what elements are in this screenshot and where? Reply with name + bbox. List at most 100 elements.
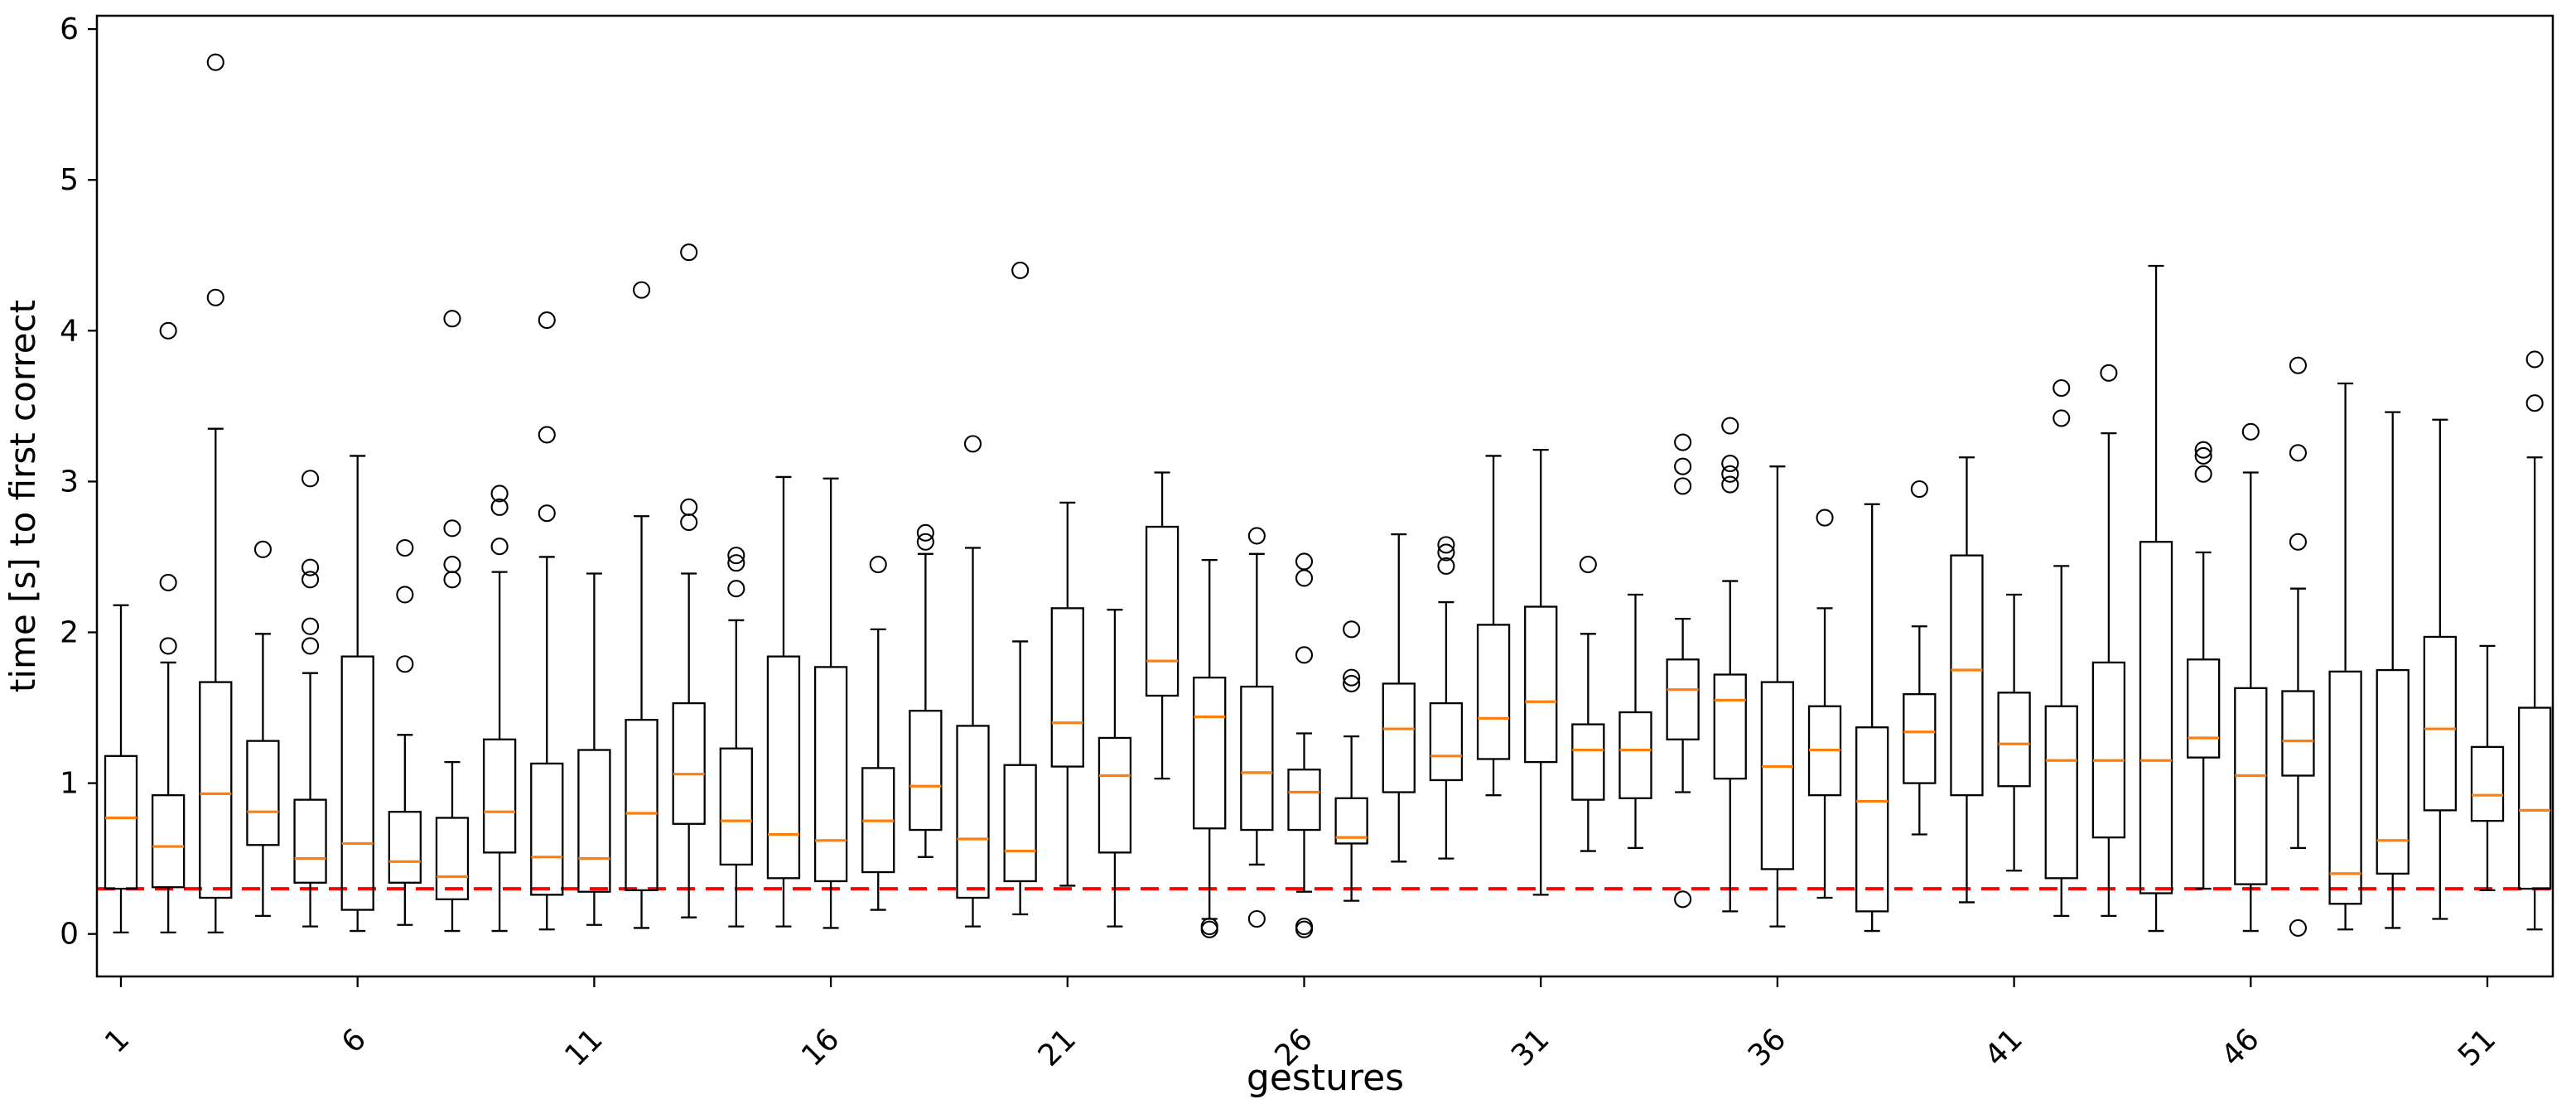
flier-icon (396, 538, 414, 557)
box (1145, 525, 1179, 697)
flier-icon (443, 519, 461, 538)
flier-icon (1910, 480, 1928, 499)
box (1950, 554, 1984, 797)
box (1997, 692, 2031, 788)
flier-icon (1295, 552, 1314, 571)
flier-icon (490, 538, 509, 556)
flier-icon (1721, 417, 1739, 435)
box (2517, 706, 2552, 890)
box (1713, 673, 1747, 780)
flier-icon (2289, 533, 2307, 551)
box (2139, 541, 2173, 894)
flier-icon (2053, 409, 2071, 427)
axes-spines (95, 14, 2554, 978)
box (2281, 690, 2315, 777)
box (625, 718, 658, 892)
flier-icon (538, 311, 556, 330)
box (1666, 658, 1700, 740)
box (2470, 745, 2505, 822)
flier-icon (538, 426, 556, 444)
y-tick-label: 4 (60, 314, 79, 348)
x-tick-label: 11 (558, 1022, 609, 1073)
flier-icon (1343, 668, 1361, 687)
box (1097, 736, 1132, 854)
box (340, 655, 374, 911)
box (2187, 658, 2221, 759)
box (1476, 624, 1511, 760)
box (719, 747, 753, 866)
box (2376, 668, 2410, 875)
flier-icon (490, 498, 509, 516)
box (1050, 607, 1084, 768)
flier-icon (1816, 509, 1834, 527)
y-tick-label: 6 (60, 12, 79, 46)
box (577, 749, 611, 893)
x-tick-label: 41 (1979, 1022, 2029, 1073)
flier-icon (490, 485, 509, 503)
box (388, 811, 422, 884)
flier-icon (1247, 527, 1266, 545)
flier-icon (538, 504, 556, 523)
flier-icon (2194, 465, 2212, 483)
box (151, 794, 186, 889)
flier-icon (680, 243, 698, 262)
flier-icon (1295, 918, 1314, 936)
box (813, 666, 848, 883)
flier-icon (632, 281, 651, 299)
box (1618, 711, 1652, 799)
box (435, 817, 470, 900)
flier-icon (1295, 646, 1314, 664)
box (2328, 670, 2362, 905)
flier-icon (1579, 556, 1597, 574)
box (956, 725, 990, 899)
x-axis-label: gestures (1247, 1057, 1404, 1099)
box (293, 798, 327, 884)
flier-icon (1721, 475, 1739, 494)
flier-icon (2053, 378, 2071, 398)
flier-icon (1674, 890, 1692, 909)
x-tick-label: 46 (2215, 1022, 2265, 1073)
box (766, 655, 801, 880)
flier-icon (2289, 444, 2307, 462)
flier-icon (1343, 620, 1361, 639)
y-tick-label: 5 (60, 163, 79, 197)
box (2091, 661, 2126, 839)
y-tick-label: 2 (60, 616, 79, 650)
flier-icon (159, 321, 177, 340)
box (1760, 681, 1795, 870)
box (1571, 723, 1605, 801)
y-axis-label: time [s] to first correct (2, 300, 43, 692)
box (2423, 635, 2458, 812)
box (530, 762, 564, 896)
flier-icon (396, 655, 414, 673)
flier-icon (916, 533, 934, 551)
box (2234, 687, 2268, 885)
flier-icon (443, 310, 461, 328)
box (1193, 676, 1227, 830)
x-tick-label: 6 (335, 1022, 373, 1059)
flier-icon (1437, 557, 1455, 575)
flier-icon (1343, 674, 1361, 692)
x-tick-label: 1 (99, 1022, 136, 1059)
box (1003, 764, 1037, 883)
x-tick-label: 21 (1032, 1022, 1083, 1073)
flier-icon (253, 540, 272, 558)
flier-icon (1437, 543, 1455, 562)
flier-icon (301, 571, 320, 589)
flier-icon (1674, 433, 1692, 451)
flier-icon (1295, 569, 1314, 587)
flier-icon (2194, 441, 2212, 459)
flier-icon (443, 571, 461, 589)
box (199, 681, 233, 899)
flier-icon (2525, 350, 2544, 369)
flier-icon (1437, 536, 1455, 554)
flier-icon (727, 554, 745, 572)
flier-icon (301, 617, 320, 635)
flier-icon (1674, 457, 1692, 475)
y-tick-label: 1 (60, 767, 79, 801)
box (2044, 705, 2078, 880)
flier-icon (2241, 422, 2260, 441)
x-tick-label: 51 (2452, 1022, 2502, 1073)
